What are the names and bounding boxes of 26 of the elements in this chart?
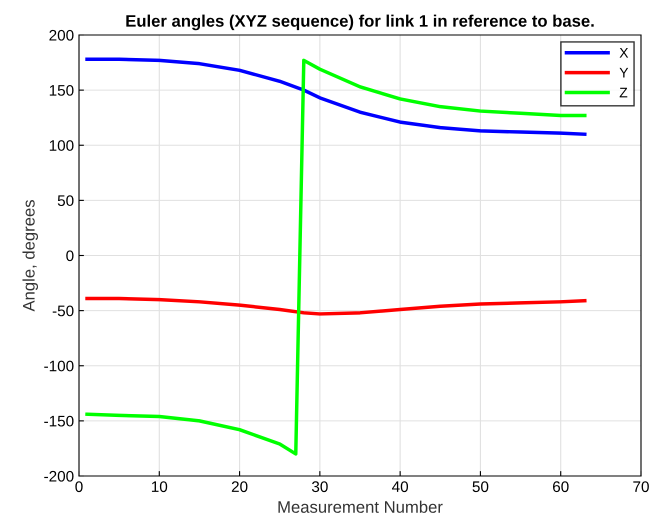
x-tick-label: 50: [472, 481, 488, 492]
y-tick-label: 50: [58, 195, 74, 206]
y-tick-label: -50: [52, 305, 74, 316]
y-tick-label: -100: [44, 360, 74, 372]
legend-label: Z: [620, 88, 628, 98]
x-tick-label: 40: [392, 481, 408, 492]
line-series: [85, 58, 587, 136]
x-tick-label: 30: [312, 481, 328, 492]
y-tick-label: 150: [50, 84, 74, 96]
legend-label: Y: [620, 68, 628, 78]
x-tick-label: 10: [152, 481, 168, 492]
x-tick-label: 0: [75, 481, 83, 492]
chart-title: Euler angles (XYZ sequence) for link 1 in reference to base.: [126, 14, 594, 30]
y-tick-label: 100: [50, 140, 74, 151]
x-tick-label: 60: [552, 481, 569, 492]
y-axis-title: Angle, degrees: [22, 200, 38, 312]
legend-label: X: [620, 48, 628, 58]
x-tick-label: 20: [232, 481, 248, 492]
y-tick-label: -200: [44, 470, 74, 482]
y-tick-label: -150: [44, 416, 74, 427]
line-series: [85, 58, 587, 456]
x-tick-label: 70: [633, 481, 649, 492]
x-axis-title: Measurement Number: [278, 500, 443, 513]
y-tick-label: 0: [66, 250, 74, 262]
y-tick-label: 200: [49, 30, 74, 41]
line-series: [85, 296, 587, 316]
